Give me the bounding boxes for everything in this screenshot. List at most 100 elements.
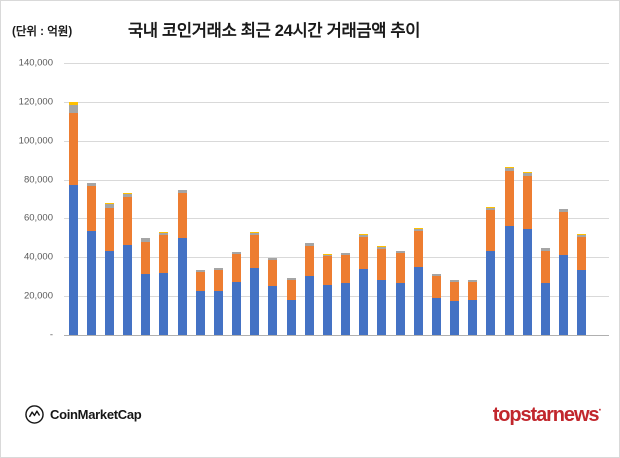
bar-segment	[559, 208, 569, 210]
coinmarketcap-label: CoinMarketCap	[50, 407, 142, 422]
bar-segment	[322, 256, 332, 286]
bar-segment	[431, 298, 441, 335]
topstarnews-label: topstarnews	[492, 404, 600, 426]
bar-segment	[395, 253, 405, 283]
bar-segment	[559, 209, 569, 212]
bar-group[interactable]	[232, 252, 242, 335]
bar-segment	[577, 269, 587, 335]
bar-segment	[177, 237, 187, 335]
x-axis-labels	[64, 338, 609, 390]
bar-group[interactable]	[450, 279, 460, 335]
bar-segment	[341, 255, 351, 283]
y-axis-tick-label: 120,000	[18, 96, 53, 108]
bar-segment	[359, 234, 369, 235]
bar-segment	[395, 251, 405, 254]
bar-segment	[177, 193, 187, 238]
bar-segment	[123, 193, 133, 198]
bar-segment	[540, 248, 550, 251]
bar-segment	[431, 275, 441, 299]
bar-group[interactable]	[322, 254, 332, 335]
bar-group[interactable]	[159, 232, 169, 335]
bar-group[interactable]	[123, 193, 133, 335]
bar-segment	[359, 268, 369, 335]
bar-segment	[377, 246, 387, 249]
bar-group[interactable]	[304, 242, 314, 335]
bar-group[interactable]	[395, 251, 405, 335]
bar-segment	[540, 247, 550, 249]
bar-group[interactable]	[141, 237, 151, 335]
bar-segment	[377, 279, 387, 335]
topstarnews-logo: topstarnews·	[492, 404, 602, 427]
bar-group[interactable]	[504, 167, 514, 335]
bar-segment	[559, 211, 569, 256]
bar-segment	[195, 270, 205, 272]
bar-segment	[86, 186, 96, 232]
bar-group[interactable]	[431, 273, 441, 335]
bar-group[interactable]	[486, 207, 496, 335]
bar-group[interactable]	[522, 172, 532, 335]
bar-segment	[486, 251, 496, 335]
bar-segment	[413, 228, 423, 229]
bar-segment	[232, 252, 242, 255]
bar-group[interactable]	[177, 189, 187, 335]
bar-segment	[486, 209, 496, 252]
bar-segment	[68, 102, 78, 106]
bar-group[interactable]	[413, 228, 423, 335]
bar-segment	[431, 274, 441, 276]
y-axis-tick-label: 80,000	[23, 174, 53, 186]
coinmarketcap-logo: CoinMarketCap	[25, 405, 142, 424]
bar-group[interactable]	[213, 268, 223, 335]
bar-group[interactable]	[195, 269, 205, 335]
bar-segment	[468, 281, 478, 301]
bar-segment	[468, 280, 478, 282]
bar-segment	[522, 172, 532, 176]
bar-group[interactable]	[468, 279, 478, 335]
gridline	[64, 179, 609, 181]
bar-group[interactable]	[250, 232, 260, 335]
bar-segment	[123, 197, 133, 245]
bar-group[interactable]	[341, 253, 351, 335]
bar-segment	[359, 234, 369, 237]
bar-segment	[141, 237, 151, 239]
bar-segment	[304, 242, 314, 244]
bar-group[interactable]	[559, 208, 569, 335]
bar-segment	[286, 300, 296, 335]
topstarnews-dot: ·	[598, 404, 602, 417]
y-axis-tick-label: 20,000	[23, 290, 53, 302]
bar-segment	[322, 254, 332, 257]
bar-group[interactable]	[377, 246, 387, 335]
bar-segment	[123, 193, 133, 194]
y-axis-tick-label: 40,000	[23, 251, 53, 263]
bar-segment	[159, 232, 169, 235]
bar-segment	[522, 229, 532, 335]
bar-segment	[522, 172, 532, 173]
bar-segment	[504, 167, 514, 171]
bar-segment	[177, 189, 187, 191]
bar-group[interactable]	[104, 203, 114, 335]
bar-segment	[395, 282, 405, 335]
bar-segment	[250, 267, 260, 335]
bar-group[interactable]	[86, 182, 96, 335]
bar-segment	[104, 251, 114, 335]
bar-segment	[577, 236, 587, 270]
bar-segment	[577, 234, 587, 237]
gridline	[64, 140, 609, 142]
bar-group[interactable]	[286, 277, 296, 335]
bar-segment	[504, 170, 514, 227]
bar-segment	[213, 268, 223, 270]
bar-group[interactable]	[359, 234, 369, 335]
bar-group[interactable]	[577, 234, 587, 335]
bar-segment	[141, 238, 151, 242]
bar-segment	[268, 260, 278, 287]
bar-segment	[559, 255, 569, 335]
bar-group[interactable]	[540, 247, 550, 335]
y-axis-tick-label: -	[49, 329, 53, 341]
bar-segment	[540, 250, 550, 283]
bar-group[interactable]	[68, 102, 78, 335]
bar-segment	[104, 207, 114, 252]
bar-group[interactable]	[268, 258, 278, 335]
unit-label: (단위 : 억원)	[12, 26, 73, 38]
gridline	[64, 63, 609, 64]
x-axis-line	[64, 335, 609, 336]
